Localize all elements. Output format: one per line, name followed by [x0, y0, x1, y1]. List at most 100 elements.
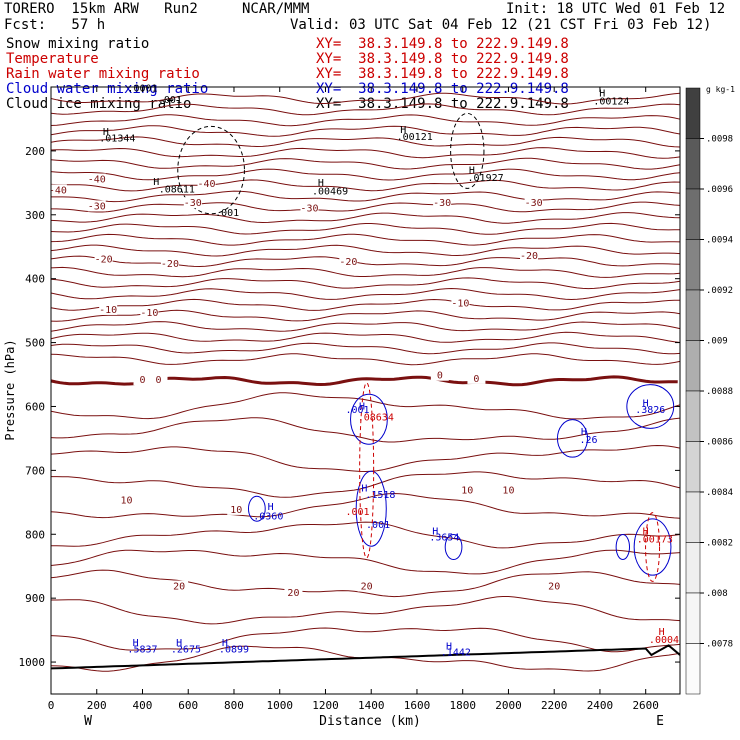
- high-marker: H: [222, 638, 228, 649]
- label-bg: [227, 503, 246, 515]
- high-marker: H: [133, 638, 139, 649]
- temperature-label: 20: [173, 582, 185, 593]
- extremum-value: .001: [345, 405, 369, 416]
- x-tick-label: 2000: [495, 699, 522, 712]
- extremum-value: .00173: [637, 535, 673, 546]
- colorbar-tick-label: .0096: [706, 185, 733, 195]
- legend-rain-xy: XY= 38.3.149.8 to 222.9.149.8: [316, 66, 569, 82]
- x-tick-label: 1600: [404, 699, 431, 712]
- label-bg: [183, 197, 202, 209]
- legend-temperature-xy: XY= 38.3.149.8 to 222.9.149.8: [316, 51, 569, 67]
- extremum-value: .001: [158, 95, 182, 106]
- temperature-label: -20: [339, 257, 357, 268]
- isotherm: [50, 444, 681, 473]
- colorbar-block: [685, 239, 701, 291]
- label-bg: [300, 202, 319, 214]
- temperature-label: -20: [161, 259, 179, 270]
- label-bg: [467, 372, 486, 384]
- contour-lines: [50, 92, 681, 672]
- colorbar-ticks: .0098 .0096 .0094 .0092 .009 .0088 .0086 .0084.…: [700, 135, 733, 650]
- colorbar-tick-label: .0094: [706, 236, 733, 246]
- isotherm: [51, 521, 681, 549]
- label-bg: [357, 580, 376, 592]
- isotherm: [50, 157, 681, 170]
- colorbar-blocks: [685, 87, 701, 695]
- y-tick-label: 300: [25, 209, 45, 222]
- extremum-value: .001: [345, 507, 369, 518]
- isotherm: [50, 392, 681, 420]
- label-bg: [140, 307, 159, 319]
- colorbar-tick-label: .0098: [706, 135, 733, 145]
- colorbar-tick-label: .0088: [706, 387, 733, 397]
- temperature-label: -40: [49, 185, 67, 196]
- isotherm: [50, 549, 681, 575]
- label-bg: [133, 374, 152, 386]
- high-marker: H: [643, 398, 649, 409]
- isotherm: [50, 222, 680, 235]
- extremum-value: .001: [215, 208, 239, 219]
- temperature-label: -30: [88, 201, 106, 212]
- temperature-label: 10: [502, 486, 514, 497]
- extremum-value: .01344: [99, 133, 135, 144]
- isotherm: [50, 266, 681, 278]
- temperature-label: 0: [155, 375, 161, 386]
- extremum-value: .0004: [649, 635, 679, 646]
- label-bg: [284, 586, 303, 598]
- isotherm: [50, 298, 680, 311]
- cloud-water-contour: [444, 534, 463, 561]
- contour-annotations: -40 -40 -40 -30 -30 -30 -30 -30 -20 -20 -20 -20 -10 -…: [49, 83, 679, 658]
- high-marker: H: [469, 165, 475, 176]
- isotherm: [50, 212, 681, 224]
- cloud-water-contour: [556, 419, 589, 458]
- isotherm: [50, 147, 681, 159]
- temperature-label: -40: [88, 175, 106, 186]
- isotherm: [50, 331, 681, 343]
- colorbar-block: [685, 542, 701, 594]
- high-marker: H: [599, 89, 605, 100]
- x-tick-label: 200: [87, 699, 107, 712]
- y-tick-label: 500: [25, 337, 45, 350]
- org-label: NCAR/MMM: [242, 1, 310, 17]
- colorbar-block: [685, 491, 701, 543]
- high-marker: H: [153, 177, 159, 188]
- x-tick-label: 0: [48, 699, 55, 712]
- temperature-label: 20: [361, 582, 373, 593]
- x-tick-label: 2200: [541, 699, 568, 712]
- temperature-label: 10: [461, 486, 473, 497]
- snow-contour: [450, 112, 485, 189]
- temperature-label: -30: [300, 203, 318, 214]
- extremum-value: .5837: [127, 644, 157, 655]
- extremum-value: .001: [366, 520, 390, 531]
- temperature-label: -10: [451, 299, 469, 310]
- temperature-label: 20: [548, 582, 560, 593]
- label-bg: [451, 297, 470, 309]
- colorbar: g kg-1 .0098 .0096 .0094 .0092 .009 .0088 .008…: [685, 85, 735, 695]
- isotherm: [50, 417, 681, 443]
- terrain-surface: [50, 644, 681, 670]
- colorbar-unit: g kg-1: [706, 85, 735, 94]
- legend-cloud-water-xy: XY= 38.3.149.8 to 222.9.149.8: [316, 81, 569, 97]
- isotherm: [50, 244, 681, 257]
- temperature-label: 0: [139, 375, 145, 386]
- high-marker: H: [176, 638, 182, 649]
- snow-contour: [177, 125, 245, 215]
- cloud-water-contour: [626, 384, 675, 429]
- high-marker: H: [359, 402, 365, 413]
- x-tick-label: 1000: [266, 699, 293, 712]
- legend-temperature: Temperature: [6, 51, 99, 67]
- cloud-water-contour: [615, 534, 631, 561]
- model-title: TORERO 15km ARW Run2: [4, 1, 198, 17]
- isotherm: [50, 255, 681, 268]
- label-bg: [94, 253, 113, 265]
- isotherm: [50, 492, 681, 519]
- colorbar-tick-label: .0092: [706, 286, 733, 296]
- legend-snow: Snow mixing ratio: [6, 36, 150, 52]
- colorbar-block: [685, 390, 701, 442]
- rain-water-contour: [359, 382, 375, 559]
- temperature-label: -30: [525, 198, 543, 209]
- high-marker: H: [268, 502, 274, 513]
- temperature-label: 10: [230, 505, 242, 516]
- y-tick-label: 900: [25, 592, 45, 605]
